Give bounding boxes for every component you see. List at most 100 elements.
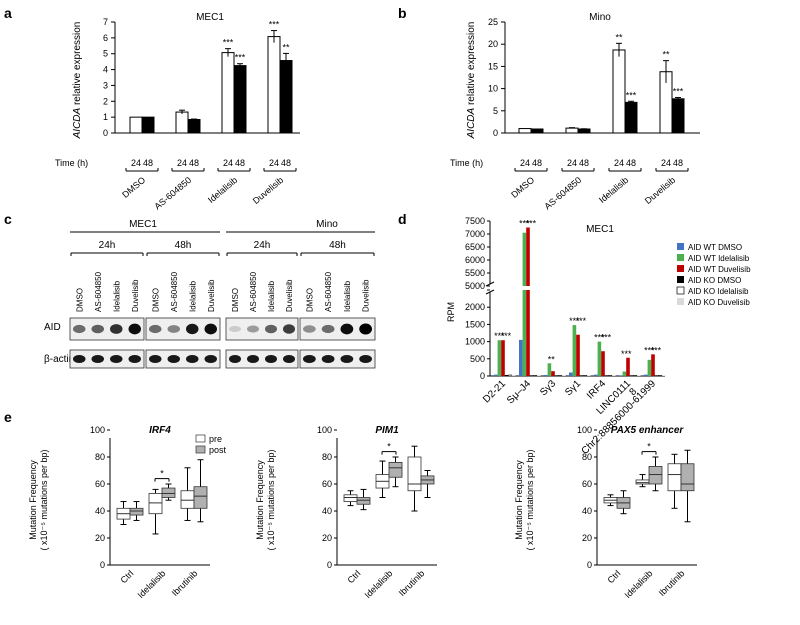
bar-AID KO DMSO <box>579 375 584 376</box>
aid-band <box>359 323 372 335</box>
bar-AID WT DMSO <box>594 374 598 376</box>
panel-a-xlabel: Time (h) <box>55 158 88 168</box>
legend-swatch <box>677 276 684 283</box>
group-label: Idelalisib <box>597 175 630 205</box>
bar-AID WT Idelalisib <box>647 359 652 376</box>
lane-label: DMSO <box>75 288 84 312</box>
y-tick-label: 5 <box>493 106 498 116</box>
time-label: 24 <box>177 158 187 168</box>
panel-a-ylabel: AICDA relative expression <box>72 22 83 140</box>
significance-stars: *** <box>519 219 530 229</box>
y-tick-label: 80 <box>322 452 332 462</box>
actin-band <box>91 355 104 363</box>
category-label: Ctrl <box>605 568 622 585</box>
bar-AS-604850-24h <box>175 111 189 134</box>
category-label: Ctrl <box>118 568 135 585</box>
aid-blot-strip <box>299 317 376 341</box>
category-label: D2-21 <box>481 378 508 405</box>
y-axis-label: Mutation Frequency <box>28 460 38 540</box>
legend-label: AID WT DMSO <box>688 243 742 252</box>
category-label: Idelalisib <box>136 568 168 600</box>
y-tick-label: 10 <box>488 84 498 94</box>
y-tick-label: 60 <box>95 479 105 489</box>
time-label: 48 <box>189 158 199 168</box>
aid-band <box>91 324 104 334</box>
group-label: Duvelisib <box>643 175 677 206</box>
actin-band <box>247 355 259 363</box>
significance-stars: *** <box>601 333 612 343</box>
group-label: AS-604850 <box>542 175 583 212</box>
y-tick-label: 2 <box>103 96 108 106</box>
box-post <box>388 461 403 478</box>
aid-band <box>110 324 123 334</box>
y-tick-label: 0 <box>493 128 498 138</box>
box-plot-1: IRF4 0 20 40 60 80 100 Mutation Frequency( x10⁻… <box>28 425 227 600</box>
bar-AID KO Duvelisib <box>612 375 616 376</box>
bar-AID WT DMSO <box>619 375 623 376</box>
y-tick-label: 2000 <box>465 302 485 312</box>
box-pre <box>635 479 650 485</box>
y-tick-label: 40 <box>322 506 332 516</box>
y-tick-label: 6 <box>103 33 108 43</box>
significance-stars: ** <box>662 50 670 60</box>
significance-stars: *** <box>526 219 537 229</box>
y-tick-label: 25 <box>488 17 498 27</box>
box-pre <box>667 463 682 492</box>
lane-label: Idelalisib <box>267 280 276 312</box>
actin-band <box>128 355 141 363</box>
significance-stars: *** <box>494 331 505 341</box>
aid-band <box>340 323 354 335</box>
bar-Duvelisib-48h <box>279 60 293 134</box>
y-tick-label: 500 <box>470 354 485 364</box>
group-label: Duvelisib <box>251 175 285 206</box>
actin-band <box>303 355 316 363</box>
legend-swatch <box>677 265 684 272</box>
bar-AID KO Idelalisib <box>508 374 513 377</box>
panel-b-xlabel: Time (h) <box>450 158 483 168</box>
aid-band <box>229 326 241 332</box>
bar-AID KO Duvelisib <box>637 375 641 376</box>
time-label: 24 <box>567 158 577 168</box>
box-plot-title: PIM1 <box>375 425 399 436</box>
bar-AID WT Idelalisib <box>597 341 602 376</box>
panel-e-label: e <box>4 409 12 425</box>
box-plot-title: IRF4 <box>149 425 171 436</box>
group-label: DMSO <box>509 175 536 200</box>
bar-AS-604850-48h <box>577 128 591 134</box>
category-label: Idelalisib <box>623 568 655 600</box>
bar-AID KO Idelalisib <box>658 375 663 377</box>
y-axis-label: Mutation Frequency <box>255 460 265 540</box>
bar-DMSO-48h <box>530 128 544 134</box>
significance-stars: ** <box>615 32 623 42</box>
bar-AID WT Duvelisib <box>626 357 630 376</box>
lane-label: AS-604850 <box>170 271 179 312</box>
time-label: 24 <box>520 158 530 168</box>
y-tick-label: 4 <box>103 65 108 75</box>
bar-DMSO-48h <box>141 116 155 134</box>
legend-label: AID WT Idelalisib <box>688 254 750 263</box>
significance-stars: *** <box>269 20 280 30</box>
lane-label: Duvelisib <box>362 279 371 312</box>
y-tick-label: 0 <box>587 560 592 570</box>
category-label: Sμ–J4 <box>505 378 533 406</box>
significance-stars: *** <box>223 38 234 48</box>
time-label: 24 <box>269 158 279 168</box>
significance-stars: *** <box>621 349 632 359</box>
y-tick-label: 7000 <box>465 229 485 239</box>
actin-band <box>186 355 199 363</box>
aid-band <box>303 325 316 333</box>
panel-d-bar-chart: MEC1 RPM 0 500 1000 1500 2000 5000 5500 6000 650… <box>446 216 751 457</box>
aid-band <box>265 324 277 334</box>
bar-AID WT Duvelisib <box>601 351 605 376</box>
lane-label: DMSO <box>151 288 160 312</box>
y-axis-label-units: ( x10⁻⁵ mutations per bp) <box>266 449 276 550</box>
blot-time-label: 24h <box>254 240 271 251</box>
significance-stars: *** <box>576 316 587 326</box>
actin-band <box>110 355 123 363</box>
y-tick-label: 60 <box>322 479 332 489</box>
y-tick-label: 0 <box>327 560 332 570</box>
lane-label: Idelalisib <box>112 280 121 312</box>
significance-stars: ** <box>548 354 556 364</box>
